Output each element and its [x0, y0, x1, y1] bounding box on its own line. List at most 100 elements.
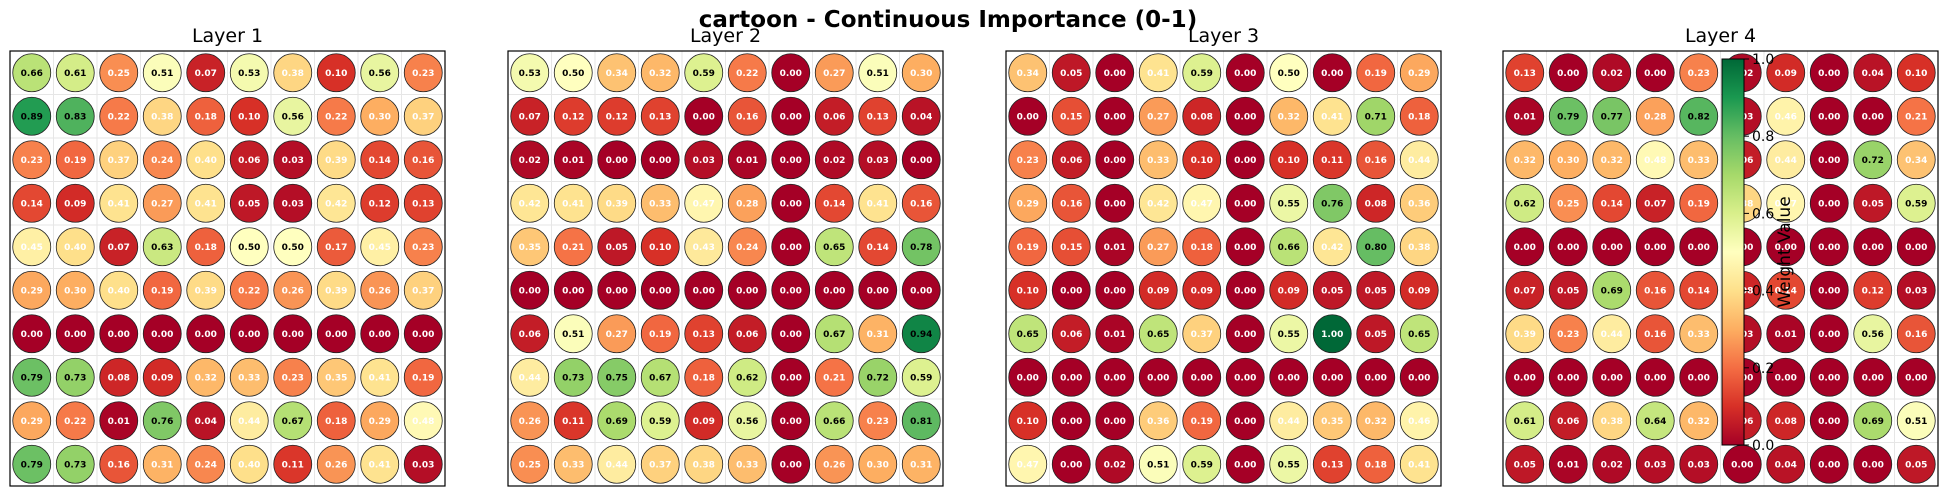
- weight-label: 0.23: [1017, 156, 1039, 166]
- weight-label: 0.32: [649, 69, 671, 79]
- weight-cell: [360, 183, 400, 223]
- weight-cell: [142, 183, 182, 223]
- weight-label: 0.00: [1104, 156, 1126, 166]
- weight-cell: [1766, 53, 1806, 93]
- weight-label: 0.18: [195, 112, 217, 122]
- weight-label: 0.00: [238, 330, 260, 340]
- weight-label: 0.19: [1365, 69, 1387, 79]
- weight-label: 0.02: [1601, 69, 1623, 79]
- weight-cell: [1679, 401, 1719, 441]
- weight-cell: [901, 444, 941, 484]
- weight-cell: [1138, 96, 1178, 136]
- weight-cell: [1679, 53, 1719, 93]
- weight-cell: [1008, 183, 1048, 223]
- weight-label: 0.09: [1775, 69, 1797, 79]
- weight-cell: [1592, 314, 1632, 354]
- grid: [1006, 51, 1441, 486]
- weight-cell: [1592, 444, 1632, 484]
- weight-cell: [1679, 183, 1719, 223]
- weight-cell: [1138, 53, 1178, 93]
- weight-label: 0.19: [649, 330, 671, 340]
- weight-label: 0.40: [238, 460, 260, 470]
- weight-cell: [814, 270, 854, 310]
- weight-label: 0.35: [325, 373, 347, 383]
- weight-cell: [1399, 96, 1439, 136]
- weight-label: 0.05: [606, 243, 628, 253]
- colorbar-tick-label: 0.2: [1752, 361, 1774, 377]
- colorbar-tick-label: 0.0: [1752, 438, 1774, 454]
- weight-cell: [1766, 444, 1806, 484]
- weight-label: 0.00: [1017, 373, 1039, 383]
- weight-cell: [1225, 140, 1265, 180]
- weight-cell: [814, 444, 854, 484]
- weight-label: 0.19: [1688, 199, 1710, 209]
- weight-cell: [1182, 444, 1222, 484]
- weight-label: 0.42: [519, 199, 541, 209]
- weight-cell: [510, 53, 550, 93]
- weight-label: 0.67: [282, 417, 304, 427]
- weight-cell: [1592, 53, 1632, 93]
- weight-cell: [99, 53, 139, 93]
- weight-label: 0.00: [910, 156, 932, 166]
- weight-cell: [55, 357, 95, 397]
- weight-label: 0.00: [1818, 417, 1840, 427]
- weight-label: 0.00: [1104, 199, 1126, 209]
- weight-label: 0.04: [910, 112, 932, 122]
- weight-cell: [1095, 314, 1135, 354]
- weight-cell: [553, 96, 593, 136]
- weight-label: 0.00: [1104, 112, 1126, 122]
- weight-label: 0.10: [1017, 286, 1039, 296]
- weight-cell: [360, 140, 400, 180]
- weight-cell: [229, 444, 269, 484]
- weight-label: 0.50: [1278, 69, 1300, 79]
- weight-cell: [229, 183, 269, 223]
- weight-label: 0.48: [1644, 156, 1666, 166]
- weight-label: 0.48: [412, 417, 434, 427]
- weight-cell: [1051, 227, 1091, 267]
- weight-cell: [1505, 270, 1545, 310]
- weight-cell: [901, 53, 941, 93]
- weight-cell: [510, 96, 550, 136]
- weight-label: 0.45: [369, 243, 391, 253]
- weight-label: 0.00: [21, 330, 43, 340]
- weight-label: 1.00: [1321, 330, 1343, 340]
- weight-cell: [1182, 227, 1222, 267]
- weight-label: 0.18: [693, 373, 715, 383]
- weight-cell: [1635, 183, 1675, 223]
- weight-label: 0.53: [238, 69, 260, 79]
- weight-label: 0.19: [64, 156, 86, 166]
- weight-cell: [597, 227, 637, 267]
- weight-label: 0.11: [1321, 156, 1343, 166]
- weight-label: 0.00: [1862, 112, 1884, 122]
- weight-cell: [229, 96, 269, 136]
- weight-label: 0.08: [1775, 417, 1797, 427]
- weight-cell: [1182, 53, 1222, 93]
- weight-cell: [1356, 401, 1396, 441]
- weight-label: 0.19: [151, 286, 173, 296]
- weight-cell: [553, 444, 593, 484]
- weight-cell: [1592, 183, 1632, 223]
- weight-cell: [1095, 357, 1135, 397]
- weight-cell: [186, 401, 226, 441]
- panel-title: Layer 1: [192, 25, 263, 47]
- weight-label: 0.00: [780, 112, 802, 122]
- heatmap-panels: Layer 1 0.66 0.61 0.25 0.51 0.07 0.53 0.38 0.10 0…: [9, 25, 1939, 487]
- weight-cell: [1051, 96, 1091, 136]
- weight-cell: [901, 183, 941, 223]
- weight-cell: [1766, 227, 1806, 267]
- weight-label: 0.13: [867, 112, 889, 122]
- weight-label: 0.53: [519, 69, 541, 79]
- heatmap-layer-1: Layer 1 0.66 0.61 0.25 0.51 0.07 0.53 0.38 0.10 0…: [9, 25, 446, 487]
- weight-label: 0.00: [1104, 286, 1126, 296]
- weight-cell: [12, 53, 52, 93]
- weight-cell: [510, 183, 550, 223]
- weight-label: 0.31: [910, 460, 932, 470]
- weight-label: 0.55: [1278, 199, 1300, 209]
- weight-cell: [1399, 444, 1439, 484]
- weight-cell: [640, 53, 680, 93]
- weight-cell: [403, 357, 443, 397]
- weight-label: 0.16: [910, 199, 932, 209]
- weight-cell: [99, 227, 139, 267]
- weight-cell: [1853, 183, 1893, 223]
- weight-cell: [316, 96, 356, 136]
